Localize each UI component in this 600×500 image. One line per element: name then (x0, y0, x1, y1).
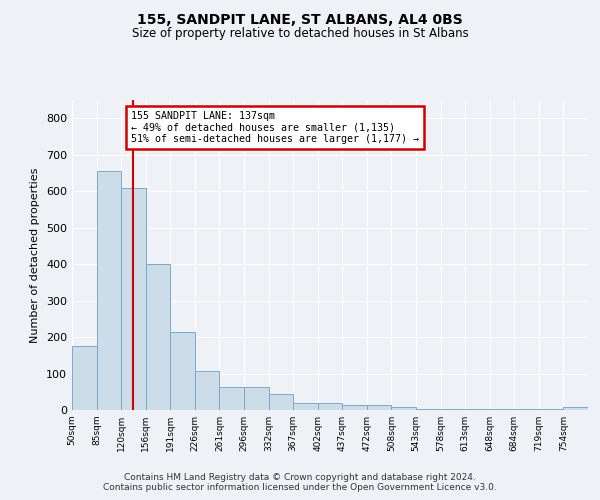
Bar (318, 404, 342, 410)
Bar (170, 332, 195, 410)
Bar (367, 406, 391, 410)
Text: 155, SANDPIT LANE, ST ALBANS, AL4 0BS: 155, SANDPIT LANE, ST ALBANS, AL4 0BS (137, 12, 463, 26)
Bar (342, 404, 367, 410)
Y-axis label: Number of detached properties: Number of detached properties (31, 168, 40, 342)
Bar (244, 387, 269, 410)
Bar (269, 394, 293, 410)
Bar (195, 370, 220, 410)
Bar (121, 188, 146, 410)
Bar (72, 346, 97, 410)
Bar (391, 407, 416, 410)
Text: Contains HM Land Registry data © Crown copyright and database right 2024.
Contai: Contains HM Land Registry data © Crown c… (103, 473, 497, 492)
Text: Size of property relative to detached houses in St Albans: Size of property relative to detached ho… (131, 28, 469, 40)
Text: 155 SANDPIT LANE: 137sqm
← 49% of detached houses are smaller (1,135)
51% of sem: 155 SANDPIT LANE: 137sqm ← 49% of detach… (131, 111, 419, 144)
Bar (220, 387, 244, 410)
Bar (563, 407, 588, 410)
Bar (97, 171, 121, 410)
Bar (146, 264, 170, 410)
Bar (293, 404, 318, 410)
